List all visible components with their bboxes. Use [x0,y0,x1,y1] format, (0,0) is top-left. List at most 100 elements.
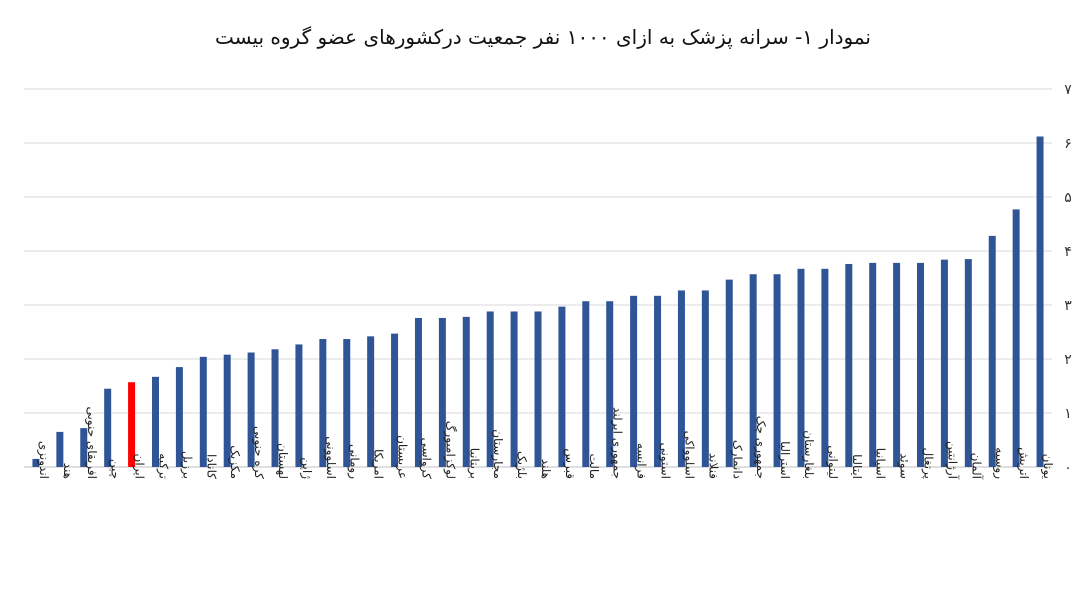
y-tick-label: ۷ [1064,82,1072,98]
bar [558,306,566,467]
category-label: مکزیک [227,445,242,479]
bar [32,458,40,467]
category-label: روسیه [992,447,1007,479]
category-label: فنلاند [706,453,720,479]
bar [414,317,422,467]
category-label: مالت [587,453,601,479]
category-label: جمهوری ایرلند [610,407,625,479]
category-label: لیتوانی [825,445,840,479]
bar [56,431,64,467]
bar [749,274,757,467]
bar [151,376,159,467]
bar [438,317,446,467]
bar [199,356,207,467]
bar [247,352,255,467]
bar [391,333,399,467]
category-label: بلژیک [514,451,529,479]
category-label: اسلوواکی [681,431,696,479]
bar [271,349,279,467]
bar [1036,136,1044,467]
category-label: لهستان [276,443,290,479]
bar [462,316,470,467]
category-label: اسپانیا [874,448,888,479]
bar [821,268,829,467]
bar [701,290,709,467]
bar [175,367,183,467]
category-label: قبرس [562,448,577,479]
category-label: رومانی [347,444,362,479]
bar [104,388,112,467]
y-tick-label: ۱ [1064,406,1072,422]
category-label: برزیل [179,451,194,479]
y-tick-label: ۰ [1064,460,1072,476]
category-labels: اندونزی هند افریقای جنوبی چین ایران ترکیه برزی… [36,406,1055,479]
bar [295,344,303,467]
bar [917,262,925,467]
category-label: جمهوری چک [753,416,768,479]
category-label: ایتالیا [850,454,864,479]
category-label: مجارستان [490,429,505,479]
category-label: بریتانیا [466,448,481,479]
y-tick-label: ۵ [1064,190,1072,206]
category-label: امریکا [371,449,386,479]
category-label: استونی [658,442,673,479]
category-label: استرالیا [777,441,792,479]
category-label: ترکیه [155,453,170,479]
bar [797,268,805,467]
bar-highlighted [128,382,136,467]
category-label: اتریش [1016,447,1031,479]
category-label: کانادا [204,454,218,479]
category-label: کره جنوبی [251,426,266,479]
bar [654,295,662,467]
category-label: پرتغال [921,448,936,479]
category-label: چین [108,459,123,479]
category-label: لوکزامبورگ [442,421,457,479]
bar [80,428,88,467]
category-label: ایران [132,454,147,479]
category-label: آرژانتین [944,441,960,480]
category-label: اندونزی [36,441,51,479]
bar [940,259,948,467]
category-label: دانمارک [729,440,744,479]
y-tick-label: ۳ [1064,298,1072,314]
bar [534,311,542,467]
category-label: آلمان [969,453,984,480]
bar [893,262,901,467]
bar [1012,209,1020,468]
bar [630,295,638,467]
y-axis-ticks: ۰ ۱ ۲ ۳ ۴ ۵ ۶ ۷ [1064,82,1072,476]
bar [964,259,972,467]
chart-title: نمودار ۱- سرانه پزشک به ازای ۱۰۰۰ نفر جم… [215,25,871,50]
bar [343,339,351,467]
bar [773,274,781,467]
category-label: اسلوونی [323,436,338,479]
y-tick-label: ۴ [1064,244,1072,260]
category-label: هلند [539,459,553,479]
bar [869,262,877,467]
bar [606,301,614,467]
category-label: فرانسه [634,443,649,479]
category-label: یونان [1040,454,1055,479]
category-label: هند [61,463,75,479]
category-label: ژاپن [299,457,314,479]
y-tick-label: ۶ [1064,136,1072,152]
bar [845,263,853,467]
category-label: سوئد [897,453,912,479]
category-label: افریقای جنوبی [84,406,99,479]
bar [486,311,494,467]
bar [582,301,590,467]
category-label: بلغارستان [801,430,816,479]
category-label: کرواسی [418,437,433,479]
bar [725,279,733,467]
bar [677,290,685,467]
bar [367,336,375,467]
bar [510,311,518,467]
bar [988,235,996,467]
bar [319,339,327,467]
bars [32,136,1044,468]
y-tick-label: ۲ [1064,352,1072,368]
category-label: عربستان [395,435,410,479]
bar [223,354,231,467]
